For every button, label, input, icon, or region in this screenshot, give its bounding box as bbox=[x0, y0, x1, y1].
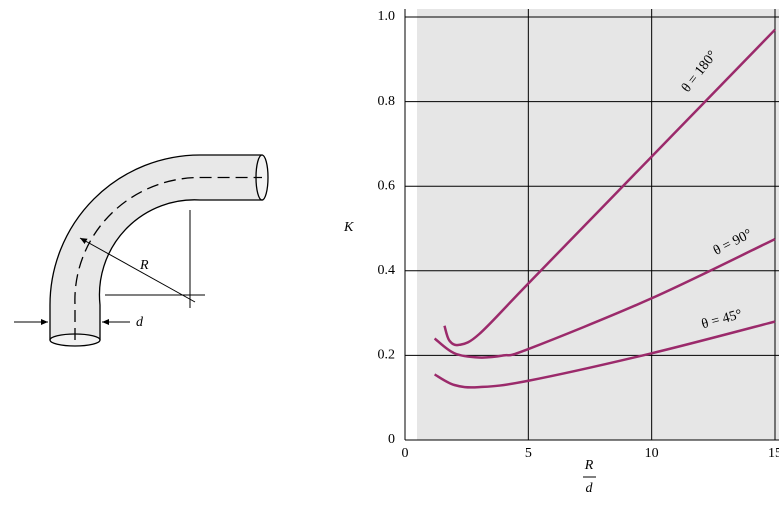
y-tick-label: 0 bbox=[388, 432, 395, 447]
x-tick-label: 15 bbox=[768, 446, 779, 461]
radius-label: R bbox=[139, 258, 149, 273]
x-axis-label-numerator: R bbox=[584, 458, 594, 473]
x-axis-label-denominator: d bbox=[586, 481, 594, 496]
y-axis-label: K bbox=[343, 220, 354, 235]
x-tick-label: 0 bbox=[402, 446, 409, 461]
plot-background bbox=[417, 9, 779, 440]
y-tick-label: 0.2 bbox=[378, 348, 396, 363]
diameter-label: d bbox=[136, 315, 144, 330]
y-tick-label: 0.6 bbox=[378, 178, 396, 193]
figure: R d K R d 00.20.40.60.81.0051015θ = 180°… bbox=[0, 0, 779, 507]
x-tick-label: 5 bbox=[525, 446, 532, 461]
x-tick-label: 10 bbox=[645, 446, 659, 461]
y-tick-label: 0.4 bbox=[378, 263, 396, 278]
y-tick-label: 0.8 bbox=[378, 94, 396, 109]
y-tick-label: 1.0 bbox=[378, 9, 396, 24]
